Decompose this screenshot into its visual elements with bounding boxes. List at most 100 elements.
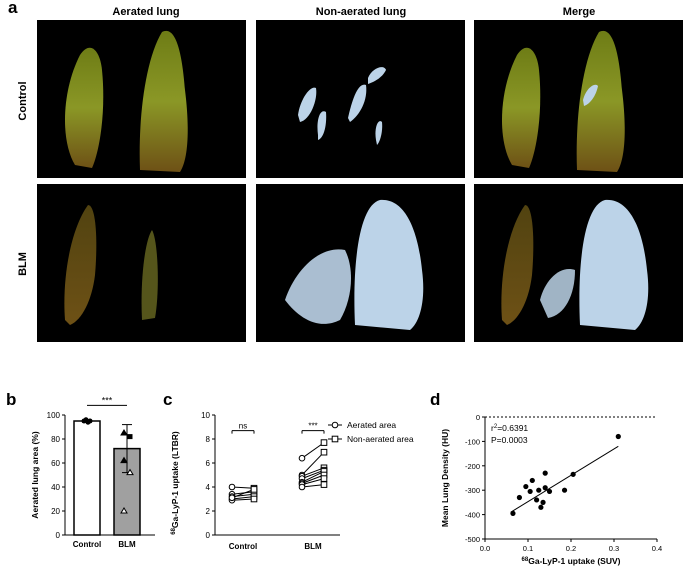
significance-label: *** xyxy=(102,395,113,405)
x-axis-label: 68Ga-LyP-1 uptake (SUV) xyxy=(522,556,621,566)
data-point-non-aerated xyxy=(320,439,328,446)
data-point xyxy=(120,429,128,436)
y-tick-label: 60 xyxy=(51,459,60,468)
legend-marker xyxy=(331,435,339,443)
x-tick-label: 0.2 xyxy=(566,544,576,553)
chart-c: 0 2 4 6 8 10 Control ns BLM *** Aerated area Non-ae… xyxy=(170,411,414,551)
x-tick-label: BLM xyxy=(304,542,322,551)
y-tick-label: -200 xyxy=(465,462,480,471)
y-tick-label: 0 xyxy=(206,531,211,540)
column-header-non-aerated: Non-aerated lung xyxy=(315,6,407,18)
y-tick-label: 0 xyxy=(56,531,61,540)
data-point xyxy=(516,494,522,501)
image-control-merge xyxy=(474,20,683,178)
x-tick-label: 0.4 xyxy=(652,544,662,553)
y-tick-label: 100 xyxy=(47,411,61,420)
regression-line xyxy=(510,445,619,513)
data-point xyxy=(540,499,546,505)
column-header-aerated: Aerated lung xyxy=(112,6,180,18)
data-point-aerated xyxy=(228,494,236,502)
pair-line xyxy=(301,484,325,488)
data-point xyxy=(87,418,93,424)
data-point xyxy=(126,468,134,476)
panel-letter-b: b xyxy=(6,390,17,409)
image-control-aerated xyxy=(37,20,246,178)
image-control-non-aerated xyxy=(256,20,465,178)
pair-line xyxy=(301,469,325,480)
y-axis-label: Aerated lung area (%) xyxy=(30,431,40,519)
pair-line xyxy=(231,486,255,489)
data-point-aerated xyxy=(298,454,306,462)
x-tick-label: 0.1 xyxy=(523,544,533,553)
data-point xyxy=(542,485,548,491)
panel-letter-d: d xyxy=(430,390,441,409)
y-tick-label: 10 xyxy=(201,411,210,420)
y-tick-label: 20 xyxy=(51,507,60,516)
data-point-non-aerated xyxy=(250,495,258,503)
data-point xyxy=(529,477,535,484)
panel-letter-c: c xyxy=(163,390,173,409)
data-point xyxy=(542,470,548,476)
significance-label: *** xyxy=(308,422,317,431)
data-point-non-aerated xyxy=(250,486,258,493)
pair-line xyxy=(301,467,325,477)
y-tick-label: 0 xyxy=(476,413,480,422)
data-point xyxy=(127,434,133,440)
data-point xyxy=(561,487,568,493)
data-point-aerated xyxy=(228,483,236,491)
legend-label: Aerated area xyxy=(347,420,396,430)
significance-label: ns xyxy=(239,422,247,431)
data-point xyxy=(523,483,529,490)
pair-line xyxy=(231,491,255,495)
data-point xyxy=(120,456,128,464)
y-axis-label: 68Ga-LyP-1 uptake (LTBR) xyxy=(170,431,180,535)
y-tick-label: 2 xyxy=(206,507,211,516)
annotation-p: P=0.0003 xyxy=(491,435,528,445)
pair-line xyxy=(301,442,325,459)
x-tick-label: 0.0 xyxy=(480,544,490,553)
data-point xyxy=(527,488,533,495)
legend-marker xyxy=(331,421,339,429)
data-point xyxy=(546,488,553,495)
data-point xyxy=(534,497,540,503)
pair-line xyxy=(301,478,325,486)
y-tick-label: -400 xyxy=(465,511,480,520)
y-tick-label: -100 xyxy=(465,437,480,446)
annotation-r2: r2=0.6391 xyxy=(491,423,528,433)
image-blm-merge xyxy=(474,184,683,342)
image-blm-aerated xyxy=(37,184,246,342)
pair-line xyxy=(301,470,325,483)
x-tick-label: Control xyxy=(73,540,101,549)
x-tick-label: Control xyxy=(229,542,257,551)
y-axis-label: Mean Lung Density (HU) xyxy=(440,429,450,527)
pair-line xyxy=(301,451,325,476)
data-point xyxy=(536,487,542,493)
pair-line xyxy=(231,488,255,499)
x-tick-label: BLM xyxy=(118,540,136,549)
y-tick-label: -500 xyxy=(465,535,480,544)
data-point xyxy=(538,504,544,510)
chart-b: 0 20 40 60 80 100 Control BLM *** Aerated lung ar… xyxy=(30,395,155,549)
pair-line xyxy=(301,474,325,484)
pair-line xyxy=(231,498,255,501)
data-point-aerated xyxy=(298,483,306,491)
x-tick-label: 0.3 xyxy=(609,544,619,553)
data-point-non-aerated xyxy=(320,481,328,488)
y-tick-label: 6 xyxy=(206,459,211,468)
y-tick-label: 80 xyxy=(51,435,60,444)
legend-label: Non-aerated area xyxy=(347,434,414,444)
panel-letter-a: a xyxy=(8,0,18,17)
data-point-non-aerated xyxy=(320,448,328,456)
data-point xyxy=(120,507,128,514)
y-tick-label: -300 xyxy=(465,486,480,495)
column-header-merge: Merge xyxy=(562,6,596,18)
y-tick-label: 4 xyxy=(206,483,211,492)
y-tick-label: 40 xyxy=(51,483,60,492)
y-tick-label: 8 xyxy=(206,435,211,444)
data-point-non-aerated xyxy=(320,475,328,482)
pair-line xyxy=(231,496,255,500)
data-point xyxy=(615,433,621,440)
image-blm-non-aerated xyxy=(256,184,465,342)
bar xyxy=(73,420,101,536)
